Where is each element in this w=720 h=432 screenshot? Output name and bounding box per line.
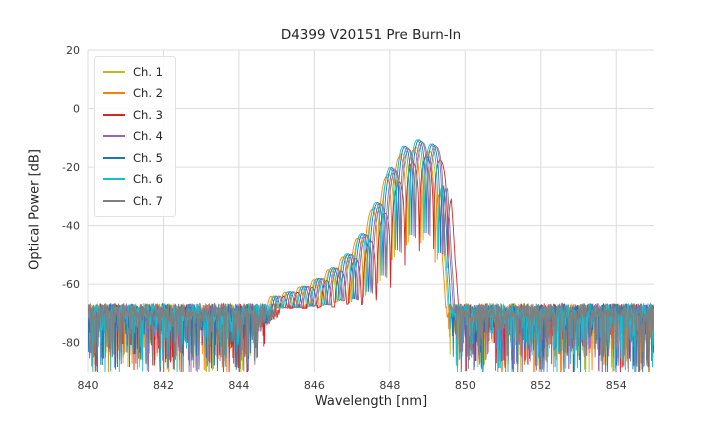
x-tick-label: 844 bbox=[228, 379, 249, 392]
legend-label: Ch. 1 bbox=[133, 64, 163, 79]
x-tick-label: 848 bbox=[379, 379, 400, 392]
x-tick-label: 846 bbox=[304, 379, 325, 392]
legend-label: Ch. 4 bbox=[133, 129, 163, 144]
y-tick-labels: 20 0 -20 -40 -60 -80 bbox=[62, 44, 80, 350]
legend-line-swatch-icon bbox=[103, 70, 125, 73]
x-tick-label: 840 bbox=[78, 379, 99, 392]
legend-item: Ch. 5 bbox=[103, 147, 163, 169]
legend-label: Ch. 5 bbox=[133, 150, 163, 165]
legend-label: Ch. 6 bbox=[133, 172, 163, 187]
legend-line-swatch-icon bbox=[103, 92, 125, 95]
legend-item: Ch. 1 bbox=[103, 61, 163, 83]
legend-item: Ch. 4 bbox=[103, 126, 163, 148]
series-lines bbox=[88, 139, 654, 372]
y-tick-label: -60 bbox=[62, 278, 80, 291]
x-tick-label: 850 bbox=[455, 379, 476, 392]
legend-item: Ch. 2 bbox=[103, 83, 163, 105]
chart-title: D4399 V20151 Pre Burn-In bbox=[280, 27, 462, 43]
legend-line-swatch-icon bbox=[103, 156, 125, 159]
y-tick-label: -20 bbox=[62, 161, 80, 174]
y-tick-label: 0 bbox=[73, 103, 80, 116]
y-tick-label: 20 bbox=[66, 44, 80, 57]
y-tick-label: -80 bbox=[62, 337, 80, 350]
x-tick-label: 854 bbox=[606, 379, 627, 392]
legend-line-swatch-icon bbox=[103, 135, 125, 138]
y-axis-label: Optical Power [dB] bbox=[27, 149, 43, 270]
y-tick-label: -40 bbox=[62, 220, 80, 233]
legend-line-swatch-icon bbox=[103, 178, 125, 181]
series-line-ch-7 bbox=[88, 142, 654, 372]
legend-item: Ch. 7 bbox=[103, 190, 163, 212]
legend-item: Ch. 3 bbox=[103, 104, 163, 126]
legend-label: Ch. 3 bbox=[133, 107, 163, 122]
legend-label: Ch. 7 bbox=[133, 193, 163, 208]
x-axis-label: Wavelength [nm] bbox=[314, 394, 428, 409]
legend-line-swatch-icon bbox=[103, 199, 125, 202]
x-tick-label: 842 bbox=[153, 379, 174, 392]
x-tick-label: 852 bbox=[530, 379, 551, 392]
legend-item: Ch. 6 bbox=[103, 169, 163, 191]
gridlines bbox=[87, 49, 654, 372]
x-tick-labels: 840 842 844 846 848 850 852 854 bbox=[78, 379, 627, 392]
legend: Ch. 1 Ch. 2 Ch. 3 Ch. 4 Ch. 5 Ch. 6 Ch. 7 bbox=[94, 56, 176, 217]
legend-line-swatch-icon bbox=[103, 113, 125, 116]
legend-label: Ch. 2 bbox=[133, 86, 163, 101]
